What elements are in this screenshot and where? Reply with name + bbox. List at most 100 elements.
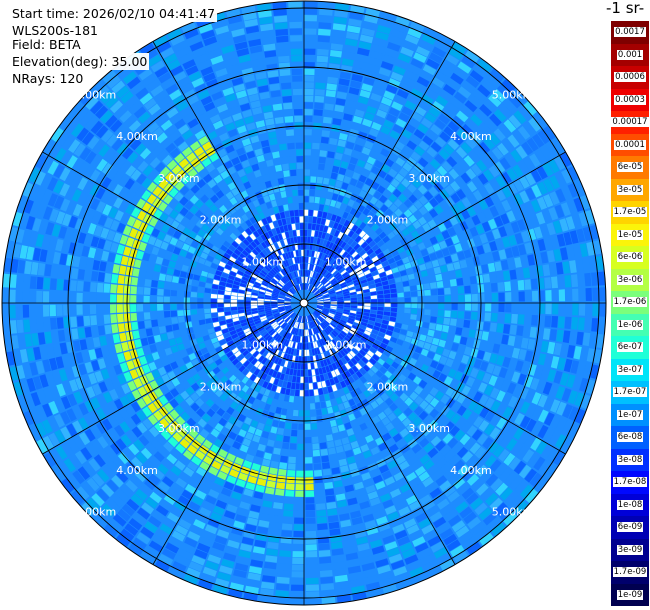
radar-gate [398, 167, 409, 178]
radar-gate [322, 322, 328, 328]
radar-gate [312, 271, 316, 278]
radar-gate [228, 431, 237, 440]
radar-gate [593, 349, 602, 364]
radar-gate [388, 193, 398, 203]
radar-gate [191, 286, 198, 292]
radar-gate [333, 318, 340, 323]
radar-gate [407, 273, 415, 280]
radar-gate [395, 282, 403, 288]
radar-gate [343, 326, 350, 332]
radar-gate [420, 270, 428, 278]
radar-gate [463, 365, 473, 376]
radar-gate [306, 283, 309, 290]
radar-gate [187, 461, 198, 472]
radar-gate [238, 413, 247, 423]
radar-gate [373, 325, 380, 332]
radar-gate [414, 346, 423, 354]
radar-gate [325, 272, 331, 278]
radar-gate [504, 491, 518, 506]
radar-gate [203, 423, 214, 433]
radar-gate [421, 426, 432, 437]
radar-gate [131, 321, 139, 331]
radar-gate [304, 162, 311, 169]
radar-gate [320, 253, 326, 260]
radar-gate [391, 361, 400, 370]
radar-gate [380, 213, 389, 222]
radar-gate [395, 59, 409, 70]
radar-gate [578, 288, 586, 302]
radar-gate [402, 76, 415, 87]
radar-gate [363, 289, 370, 294]
radar-gate [446, 539, 461, 552]
radar-gate [537, 181, 548, 195]
radar-gate [460, 172, 471, 184]
radar-gate [376, 73, 389, 84]
radar-gate [355, 362, 362, 370]
radar-gate [410, 314, 417, 320]
radar-gate [326, 83, 337, 91]
radar-gate [132, 537, 147, 551]
radar-gate [231, 462, 242, 472]
radar-gate [519, 175, 530, 189]
radar-gate [331, 426, 339, 434]
radar-gate [332, 473, 342, 482]
radar-gate [543, 396, 555, 411]
radar-gate [500, 259, 509, 271]
radar-gate [413, 200, 423, 210]
radar-gate [551, 316, 559, 328]
radar-gate [76, 304, 83, 315]
radar-gate [404, 554, 419, 565]
radar-gate [230, 401, 239, 410]
radar-gate [467, 516, 481, 530]
radar-gate [351, 381, 359, 390]
radar-gate [494, 377, 504, 389]
radar-gate [476, 321, 484, 330]
radar-gate [323, 280, 330, 286]
radar-gate [324, 482, 334, 490]
radar-gate [379, 366, 387, 374]
radar-gate [366, 105, 377, 115]
radar-gate [491, 312, 498, 322]
radar-gate [570, 360, 580, 374]
radar-gate [492, 343, 501, 354]
radar-gate [314, 272, 319, 279]
radar-gate [382, 432, 392, 442]
radar-gate [163, 296, 170, 303]
radar-gate [368, 532, 381, 542]
radar-gate [319, 315, 325, 321]
radar-gate [436, 363, 445, 372]
radar-gate [271, 384, 277, 392]
radar-gate [311, 156, 319, 163]
radar-gate [329, 137, 338, 146]
radar-gate [49, 291, 56, 303]
radar-gate [342, 271, 349, 278]
radar-gate [266, 336, 273, 343]
radar-gate [451, 343, 459, 352]
radar-gate [554, 434, 567, 449]
radar-gate [348, 18, 362, 27]
radar-gate [518, 291, 525, 302]
radar-gate [470, 367, 479, 378]
radar-gate [316, 340, 321, 347]
radar-gate [572, 214, 582, 229]
radar-gate [253, 491, 264, 500]
radar-gate [402, 40, 417, 51]
radar-gate [390, 236, 399, 244]
radar-gate [23, 275, 31, 289]
radar-gate [304, 88, 314, 96]
radar-gate [326, 227, 333, 234]
radar-gate [356, 416, 365, 425]
radar-gate [287, 361, 292, 369]
radar-gate [380, 323, 388, 330]
radar-gate [537, 129, 550, 145]
radar-gate [523, 157, 535, 171]
radar-gate [414, 146, 425, 157]
radar-gate [381, 470, 393, 480]
radar-gate [391, 332, 400, 339]
radar-gate [336, 292, 343, 296]
radar-gate [349, 178, 358, 187]
radar-gate [307, 315, 310, 322]
radar-gate [384, 307, 391, 312]
radar-gate [336, 588, 351, 596]
radar-gate [304, 343, 307, 350]
